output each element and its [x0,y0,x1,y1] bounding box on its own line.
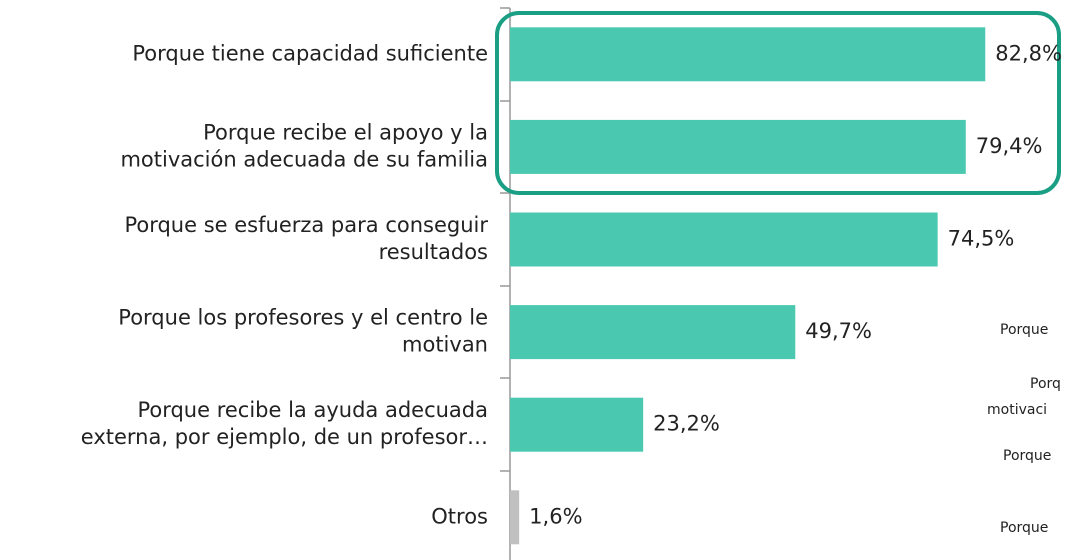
category-line: externa, por ejemplo, de un profesor… [81,425,488,449]
value-label: 23,2% [653,412,720,436]
category-label: Porque los profesores y el centro le moti… [118,306,488,357]
bar [510,305,796,360]
category-line: Porque se esfuerza para conseguir [124,213,488,237]
bar [510,397,644,452]
category-label: Otros [431,504,488,528]
category-line: Otros [431,504,488,528]
value-label: 1,6% [529,504,582,528]
value-label: 74,5% [948,227,1015,251]
category-label: Porque se esfuerza para conseguir resulta… [124,213,488,264]
category-label: Porque tiene capacidad suficiente [132,41,488,65]
value-label: 79,4% [976,134,1043,158]
category-line: Porque recibe la ayuda adecuada [137,398,488,422]
axis-ticks [500,7,510,472]
clipped-legend-text: motivaci [987,402,1047,418]
bar [510,212,938,267]
category-label: Porque recibe la ayuda adecuada externa, … [81,398,488,449]
bar [510,119,966,174]
clipped-legend-text: Porque [1000,520,1048,536]
bar [510,27,986,82]
category-line: motivación adecuada de su familia [120,147,488,171]
highlight-box [495,11,1061,195]
clipped-legend-text: Porque [1003,448,1051,464]
category-line: Porque tiene capacidad suficiente [132,41,488,65]
category-line: motivan [402,333,488,357]
category-line: Porque recibe el apoyo y la [203,120,488,144]
category-line: resultados [379,240,488,264]
clipped-legend-text: Porque [1000,322,1048,338]
value-label: 82,8% [995,41,1062,65]
category-label: Porque recibe el apoyo y la motivación ad… [120,120,488,171]
clipped-legend-text: Porq [1030,376,1061,392]
value-label: 49,7% [805,319,872,343]
category-line: Porque los profesores y el centro le [118,306,488,330]
bar [510,490,520,545]
